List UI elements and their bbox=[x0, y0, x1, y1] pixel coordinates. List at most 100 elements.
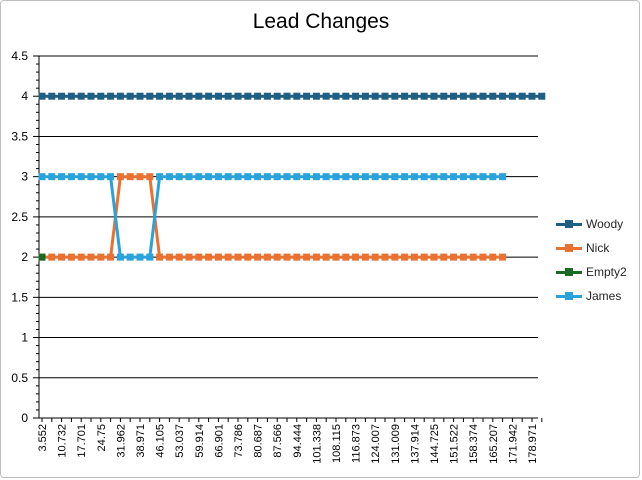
data-point-woody bbox=[528, 92, 536, 100]
data-point-james bbox=[332, 173, 340, 181]
data-point-james bbox=[391, 173, 399, 181]
legend: Woody Nick Empty2 James bbox=[556, 212, 627, 308]
x-tick-label: 178.971 bbox=[527, 424, 539, 464]
data-point-woody bbox=[459, 92, 467, 100]
data-point-woody bbox=[450, 92, 458, 100]
x-tick-label: 158.374 bbox=[468, 424, 480, 464]
data-point-nick bbox=[195, 253, 203, 261]
x-tick-label: 66.901 bbox=[213, 424, 225, 458]
data-point-james bbox=[371, 173, 379, 181]
data-point-woody bbox=[273, 92, 281, 100]
data-point-nick bbox=[312, 253, 320, 261]
data-point-james bbox=[87, 173, 95, 181]
data-point-james bbox=[401, 173, 409, 181]
data-point-james bbox=[273, 173, 281, 181]
data-point-james bbox=[381, 173, 389, 181]
x-tick-label: 108.115 bbox=[331, 424, 343, 463]
legend-item-empty2: Empty2 bbox=[556, 260, 627, 284]
data-point-james bbox=[420, 173, 428, 181]
data-point-woody bbox=[381, 92, 389, 100]
data-point-woody bbox=[401, 92, 409, 100]
data-point-nick bbox=[224, 253, 232, 261]
data-point-james bbox=[156, 173, 164, 181]
data-point-woody bbox=[165, 92, 173, 100]
data-point-nick bbox=[381, 253, 389, 261]
x-tick-label: 131.009 bbox=[390, 424, 402, 464]
data-point-nick bbox=[342, 253, 350, 261]
data-point-woody bbox=[244, 92, 252, 100]
data-point-james bbox=[58, 173, 66, 181]
data-point-james bbox=[126, 253, 134, 261]
data-point-james bbox=[146, 253, 154, 261]
data-point-woody bbox=[254, 92, 262, 100]
data-point-nick bbox=[332, 253, 340, 261]
data-point-woody bbox=[440, 92, 448, 100]
data-point-nick bbox=[126, 173, 134, 181]
legend-label: James bbox=[586, 289, 622, 303]
data-point-nick bbox=[322, 253, 330, 261]
x-tick-label: 46.105 bbox=[155, 424, 167, 458]
data-point-nick bbox=[479, 253, 487, 261]
data-point-james bbox=[234, 173, 242, 181]
data-point-james bbox=[342, 173, 350, 181]
data-point-james bbox=[410, 173, 418, 181]
data-point-james bbox=[214, 173, 222, 181]
series-lines bbox=[38, 92, 546, 261]
x-tick-label: 31.962 bbox=[115, 424, 127, 458]
data-point-nick bbox=[67, 253, 75, 261]
data-point-james bbox=[244, 173, 252, 181]
data-point-woody bbox=[538, 92, 546, 100]
data-point-james bbox=[303, 173, 311, 181]
data-point-james bbox=[312, 173, 320, 181]
data-point-james bbox=[293, 173, 301, 181]
data-point-james bbox=[283, 173, 291, 181]
x-tick-label: 73.786 bbox=[233, 424, 245, 458]
data-point-nick bbox=[420, 253, 428, 261]
data-point-james bbox=[352, 173, 360, 181]
x-tick-label: 24.75 bbox=[96, 424, 108, 452]
data-point-nick bbox=[489, 253, 497, 261]
data-point-james bbox=[107, 173, 115, 181]
data-point-nick bbox=[185, 253, 193, 261]
data-point-nick bbox=[175, 253, 183, 261]
x-tick-label: 116.873 bbox=[351, 424, 363, 463]
data-point-nick bbox=[352, 253, 360, 261]
data-point-james bbox=[263, 173, 271, 181]
data-point-james bbox=[185, 173, 193, 181]
data-point-nick bbox=[165, 253, 173, 261]
data-point-woody bbox=[371, 92, 379, 100]
x-tick-label: 94.444 bbox=[292, 424, 304, 458]
data-point-nick bbox=[430, 253, 438, 261]
data-point-james bbox=[97, 173, 105, 181]
data-point-woody bbox=[430, 92, 438, 100]
legend-swatch bbox=[556, 267, 582, 276]
data-point-woody bbox=[293, 92, 301, 100]
data-point-james bbox=[48, 173, 56, 181]
data-point-woody bbox=[234, 92, 242, 100]
data-point-woody bbox=[175, 92, 183, 100]
data-point-woody bbox=[185, 92, 193, 100]
legend-label: Woody bbox=[586, 217, 624, 231]
data-point-nick bbox=[371, 253, 379, 261]
data-point-james bbox=[254, 173, 262, 181]
data-point-woody bbox=[48, 92, 56, 100]
y-tick-label: 2 bbox=[21, 250, 28, 264]
y-tick-label: 4 bbox=[21, 89, 28, 103]
data-point-nick bbox=[87, 253, 95, 261]
data-point-woody bbox=[420, 92, 428, 100]
chart-title: Lead Changes bbox=[252, 10, 390, 33]
data-point-james bbox=[479, 173, 487, 181]
data-point-nick bbox=[499, 253, 507, 261]
data-point-woody bbox=[361, 92, 369, 100]
data-point-woody bbox=[214, 92, 222, 100]
data-point-james bbox=[116, 253, 124, 261]
data-point-james bbox=[195, 173, 203, 181]
y-tick-label: 2.5 bbox=[11, 210, 28, 224]
data-point-james bbox=[450, 173, 458, 181]
series-james bbox=[38, 173, 507, 261]
x-tick-label: 17.701 bbox=[76, 424, 88, 458]
y-tick-label: 3.5 bbox=[11, 129, 28, 143]
data-point-james bbox=[67, 173, 75, 181]
data-point-nick bbox=[440, 253, 448, 261]
